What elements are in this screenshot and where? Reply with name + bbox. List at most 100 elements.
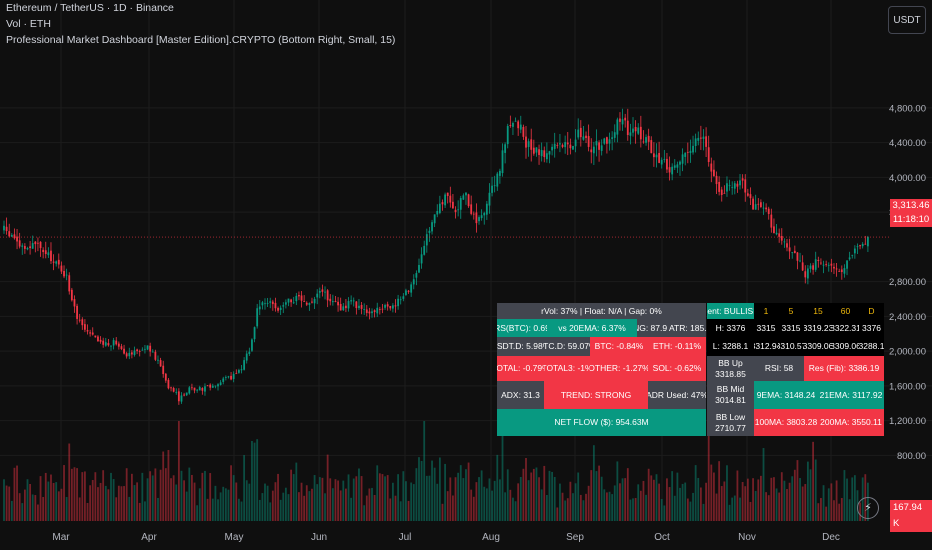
volume-bar-179 [470,489,473,521]
volume-bar-73 [193,482,196,521]
candle-body-215 [564,142,567,148]
volume-bar-104 [274,482,277,521]
volume-bar-7 [21,503,24,521]
candle-body-127 [334,301,337,302]
high-1: 3315 [754,319,778,337]
candle-body-9 [26,247,29,250]
candle-body-170 [446,192,449,197]
price-tick-9: 800.00 [897,451,926,462]
volume-bar-320 [838,503,841,521]
candle-body-47 [125,353,128,357]
volume-bar-219 [574,483,577,521]
candle-body-14 [39,241,42,249]
volume-bar-63 [167,450,170,521]
candle-body-69 [183,394,185,396]
volume-bar-74 [196,505,199,521]
price-tick-6: 2,000.00 [889,347,926,358]
candle-body-68 [180,395,183,402]
volume-bar-155 [407,500,410,521]
month-label-jul: Jul [399,532,412,543]
ma100-cell: 100MA: 3803.28 [754,409,818,436]
ma200-cell: 200MA: 3550.11 [818,409,884,436]
volume-bar-294 [770,477,773,521]
candle-body-283 [741,178,744,181]
volume-bar-310 [812,441,814,521]
indicator-legend[interactable]: Professional Market Dashboard [Master Ed… [6,34,396,46]
volume-bar-252 [660,499,663,521]
volume-bar-284 [744,486,747,521]
candle-body-135 [355,301,358,309]
candle-body-30 [81,319,84,326]
candle-body-296 [775,232,778,235]
candle-body-65 [172,388,175,392]
candle-body-318 [833,266,835,269]
candle-body-197 [517,121,520,129]
volume-bar-260 [681,483,684,521]
candle-body-168 [441,202,444,205]
volume-bar-268 [702,503,705,521]
month-label-apr: Apr [141,532,157,543]
volume-bar-118 [311,488,313,521]
candle-body-217 [569,144,572,149]
candle-body-300 [786,243,788,248]
candle-body-214 [561,144,564,147]
lightning-icon[interactable]: ⚡ [857,497,879,519]
volume-bar-241 [632,498,634,521]
volume-bar-98 [258,499,261,521]
volume-bar-131 [345,488,347,521]
candle-body-132 [347,301,350,309]
volume-bar-148 [389,498,392,521]
volume-bar-324 [848,499,851,521]
candle-body-117 [308,303,311,305]
candle-body-206 [540,150,543,157]
volume-bar-247 [647,468,650,521]
volume-bar-251 [658,483,661,521]
volume-bar-143 [376,465,379,521]
candle-body-7 [21,245,24,247]
candle-body-143 [376,307,379,314]
volume-bar-269 [705,482,707,521]
candle-body-105 [277,307,279,311]
candle-body-77 [204,386,206,392]
candle-body-315 [825,264,828,265]
candle-body-24 [65,274,68,276]
candle-body-222 [582,136,585,140]
currency-button[interactable]: USDT [888,6,926,34]
candle-body-19 [52,261,55,263]
candle-body-326 [853,248,856,254]
volume-bar-161 [423,421,426,521]
volume-legend[interactable]: Vol · ETH [6,18,51,30]
candle-body-263 [689,150,692,153]
candle-body-174 [457,209,460,211]
candle-body-145 [381,308,384,310]
volume-bar-156 [410,482,413,521]
candle-body-213 [559,143,561,145]
candle-body-212 [556,145,559,146]
high-5: 3315 [778,319,804,337]
candle-body-202 [530,139,533,150]
candle-body-220 [577,129,580,138]
symbol-title[interactable]: Ethereum / TetherUS · 1D · Binance [6,2,174,14]
candle-body-142 [373,310,376,313]
volume-bar-96 [253,442,256,521]
candle-body-136 [358,305,360,309]
candle-body-252 [660,159,663,165]
candle-body-89 [235,373,238,375]
candle-body-175 [459,198,462,210]
volume-bar-306 [801,486,804,521]
volume-bar-309 [809,469,812,521]
volume-bar-287 [752,478,754,521]
candle-body-1 [5,226,8,232]
candle-body-146 [384,304,386,308]
candle-body-10 [29,246,31,249]
time-axis: Mar Apr May Jun Jul Aug Sep Oct Nov Dec [52,532,840,543]
volume-bar-172 [452,495,454,521]
volume-bar-86 [227,489,230,521]
volume-bar-267 [699,487,702,521]
candle-body-200 [525,136,527,148]
volume-bar-154 [405,481,407,521]
volume-bar-194 [509,489,512,521]
volume-bar-61 [162,451,165,521]
candle-body-137 [360,304,363,309]
